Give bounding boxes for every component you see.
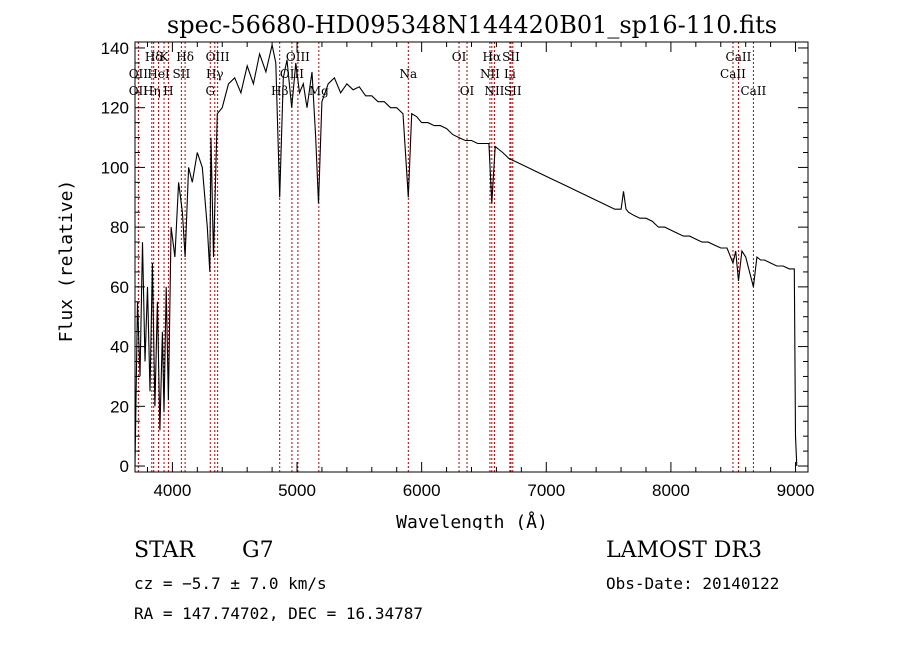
line-label: SII [504,84,522,98]
line-markers [137,42,754,472]
line-label: Hδ [145,50,163,64]
y-axis-ticks: 0 20 40 60 80 100 120 140 [101,39,808,476]
line-label: NII [484,84,504,98]
line-label: OIII [286,50,310,64]
line-label: Hγ [206,67,224,81]
y-tick-label: 100 [101,158,129,177]
line-label: H [163,84,173,98]
y-tick-label: 80 [110,218,129,237]
line-label: Li [504,67,516,81]
plot-frame [134,41,809,473]
line-label: Na [399,67,417,81]
spectrum-chart: spec-56680-HD095348N144420B01_sp16-110.f… [56,11,815,530]
line-label: CaII [726,50,752,64]
line-label: OI [460,84,475,98]
line-label: OII [129,84,149,98]
x-tick-label: 9000 [777,481,815,500]
line-label: K [160,50,170,64]
line-label: OI [452,50,467,64]
x-tick-label: 6000 [403,481,441,500]
line-label: OIII [206,50,230,64]
line-label: Hβ [271,84,288,98]
x-tick-label: 8000 [652,481,690,500]
line-label: SII [502,50,520,64]
line-label: HeI [147,67,170,81]
y-axis-label: Flux (relative) [56,180,77,343]
x-tick-label: 5000 [278,481,316,500]
line-label: CaII [740,84,766,98]
y-tick-label: 120 [101,99,129,118]
survey-name: LAMOST DR3 [606,538,762,563]
line-label: Hδ [176,50,194,64]
coordinates: RA = 147.74702, DEC = 16.34787 [134,604,423,623]
spectrum-line [134,44,798,467]
chart-title: spec-56680-HD095348N144420B01_sp16-110.f… [167,11,777,39]
object-subclass: G7 [242,538,274,563]
line-label: Hη [143,84,161,98]
line-label: Hα [483,50,502,64]
y-tick-label: 40 [110,338,129,357]
line-label: OII [129,67,149,81]
object-class: STAR [134,538,195,563]
y-tick-label: 0 [120,457,129,476]
x-tick-label: 4000 [153,481,191,500]
line-label: SII [173,67,191,81]
redshift-value: cz = −5.7 ± 7.0 km/s [134,574,327,593]
x-tick-label: 7000 [527,481,565,500]
x-axis-label: Wavelength (Å) [396,511,548,530]
x-axis-ticks: 4000 5000 6000 7000 8000 9000 [146,42,815,500]
y-tick-label: 60 [110,278,129,297]
observation-date: Obs-Date: 20140122 [606,574,780,593]
line-label: CaII [720,67,746,81]
line-label: G [205,84,215,98]
y-tick-label: 140 [101,39,129,58]
line-label: NII [480,67,500,81]
y-tick-label: 20 [110,397,129,416]
